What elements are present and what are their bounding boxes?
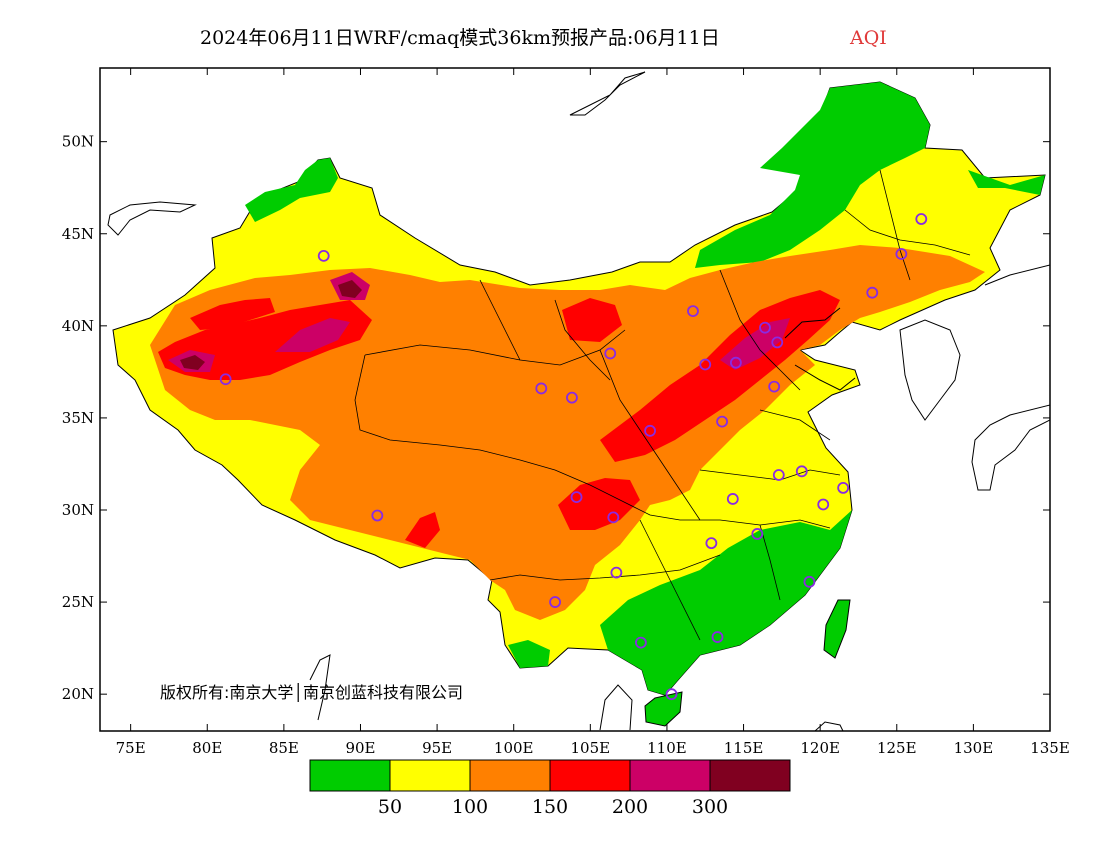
longitude-axis: 75E 80E 85E 90E 95E 100E 105E 110E 115E 120E 125E 1… [116, 68, 1070, 757]
aqi-zone-green-northwest [245, 158, 338, 222]
station-marker-13 [768, 380, 781, 393]
station-marker-25 [634, 636, 647, 649]
station-marker-22 [751, 528, 764, 540]
station-marker-7 [759, 321, 771, 334]
station-marker-23 [803, 575, 816, 588]
station-marker-19 [837, 481, 850, 494]
lon-tick-label: 125E [877, 739, 917, 757]
lat-tick-label: 40N [62, 317, 94, 335]
legend-swatch-2 [469, 759, 551, 792]
copyright-text: 版权所有:南京大学│南京创蓝科技有限公司 [160, 682, 463, 702]
neighbor-outlines [107, 71, 1050, 731]
aqi-zone-maroon-2 [180, 355, 205, 370]
lon-tick-label: 85E [269, 739, 299, 757]
legend-label: 300 [692, 796, 728, 818]
legend-label: 100 [452, 796, 488, 818]
station-marker-31 [915, 213, 928, 225]
map-title-variable: AQI [849, 27, 887, 49]
station-marker-28 [549, 596, 561, 608]
aqi-zone-green-northeast-2 [968, 170, 1045, 195]
latitude-axis: 20N 25N 30N 35N 40N 45N 50N [62, 133, 1050, 703]
station-marker-0 [317, 249, 330, 262]
legend-swatch-1 [389, 759, 471, 792]
station-marker-15 [607, 511, 620, 524]
lon-tick-label: 115E [724, 739, 764, 757]
lat-tick-label: 25N [62, 593, 94, 611]
station-marker-30 [895, 248, 908, 260]
aqi-zone-red-ningxia [562, 298, 622, 342]
aqi-zone-red-xinjiang-2 [190, 298, 275, 330]
station-markers [219, 213, 928, 701]
lat-tick-label: 35N [62, 409, 94, 427]
province-boundaries [354, 169, 971, 641]
map-layers [107, 71, 1050, 731]
legend-swatch-0 [309, 759, 391, 792]
station-marker-4 [566, 391, 578, 404]
station-marker-27 [610, 566, 623, 579]
aqi-zone-green-southwest [508, 640, 550, 668]
station-marker-16 [726, 493, 739, 505]
aqi-legend: 50 100 150 200 300 [309, 759, 791, 818]
legend-swatch-3 [549, 759, 631, 792]
legend-swatch-4 [629, 759, 711, 792]
lon-tick-label: 75E [116, 739, 146, 757]
aqi-zone-red-sichuan [558, 478, 640, 530]
lon-tick-label: 120E [800, 739, 840, 757]
aqi-zone-red-tibet [405, 512, 440, 548]
aqi-zone-green-south [600, 510, 852, 695]
station-marker-26 [665, 688, 678, 701]
lon-tick-label: 80E [192, 739, 222, 757]
aqi-zone-magenta-xinjiang [275, 318, 350, 352]
legend-label: 200 [612, 796, 648, 818]
aqi-zone-green-northeast [695, 82, 930, 268]
lon-tick-label: 110E [647, 739, 687, 757]
station-marker-20 [817, 498, 830, 511]
legend-swatch-5 [709, 759, 791, 792]
station-marker-29 [866, 286, 879, 299]
taiwan-island [823, 599, 851, 659]
station-marker-2 [371, 509, 384, 522]
station-marker-6 [687, 305, 699, 318]
station-marker-10 [699, 358, 712, 371]
legend-label: 150 [532, 796, 568, 818]
lon-tick-label: 90E [345, 739, 375, 757]
station-marker-9 [729, 356, 742, 369]
aqi-zone-maroon-1 [338, 280, 362, 298]
station-marker-14 [570, 491, 583, 504]
lat-tick-label: 20N [62, 685, 94, 703]
lon-tick-label: 105E [571, 739, 611, 757]
lat-tick-label: 45N [62, 225, 94, 243]
station-marker-3 [535, 382, 548, 395]
station-marker-21 [705, 537, 718, 550]
lon-tick-label: 100E [494, 739, 534, 757]
station-marker-24 [711, 631, 724, 643]
station-marker-18 [795, 465, 808, 478]
hainan-island [644, 691, 683, 727]
lat-tick-label: 30N [62, 501, 94, 519]
lat-tick-label: 50N [62, 133, 94, 151]
station-marker-5 [604, 347, 617, 360]
station-marker-8 [771, 336, 784, 349]
station-marker-12 [716, 415, 728, 428]
lon-tick-label: 95E [422, 739, 452, 757]
map-title: 2024年06月11日WRF/cmaq模式36km预报产品:06月11日 [200, 27, 720, 49]
station-marker-17 [772, 469, 785, 481]
legend-label: 50 [378, 796, 402, 818]
station-marker-11 [644, 424, 656, 437]
station-marker-1 [219, 373, 232, 386]
lon-tick-label: 135E [1030, 739, 1070, 757]
lon-tick-label: 130E [954, 739, 994, 757]
